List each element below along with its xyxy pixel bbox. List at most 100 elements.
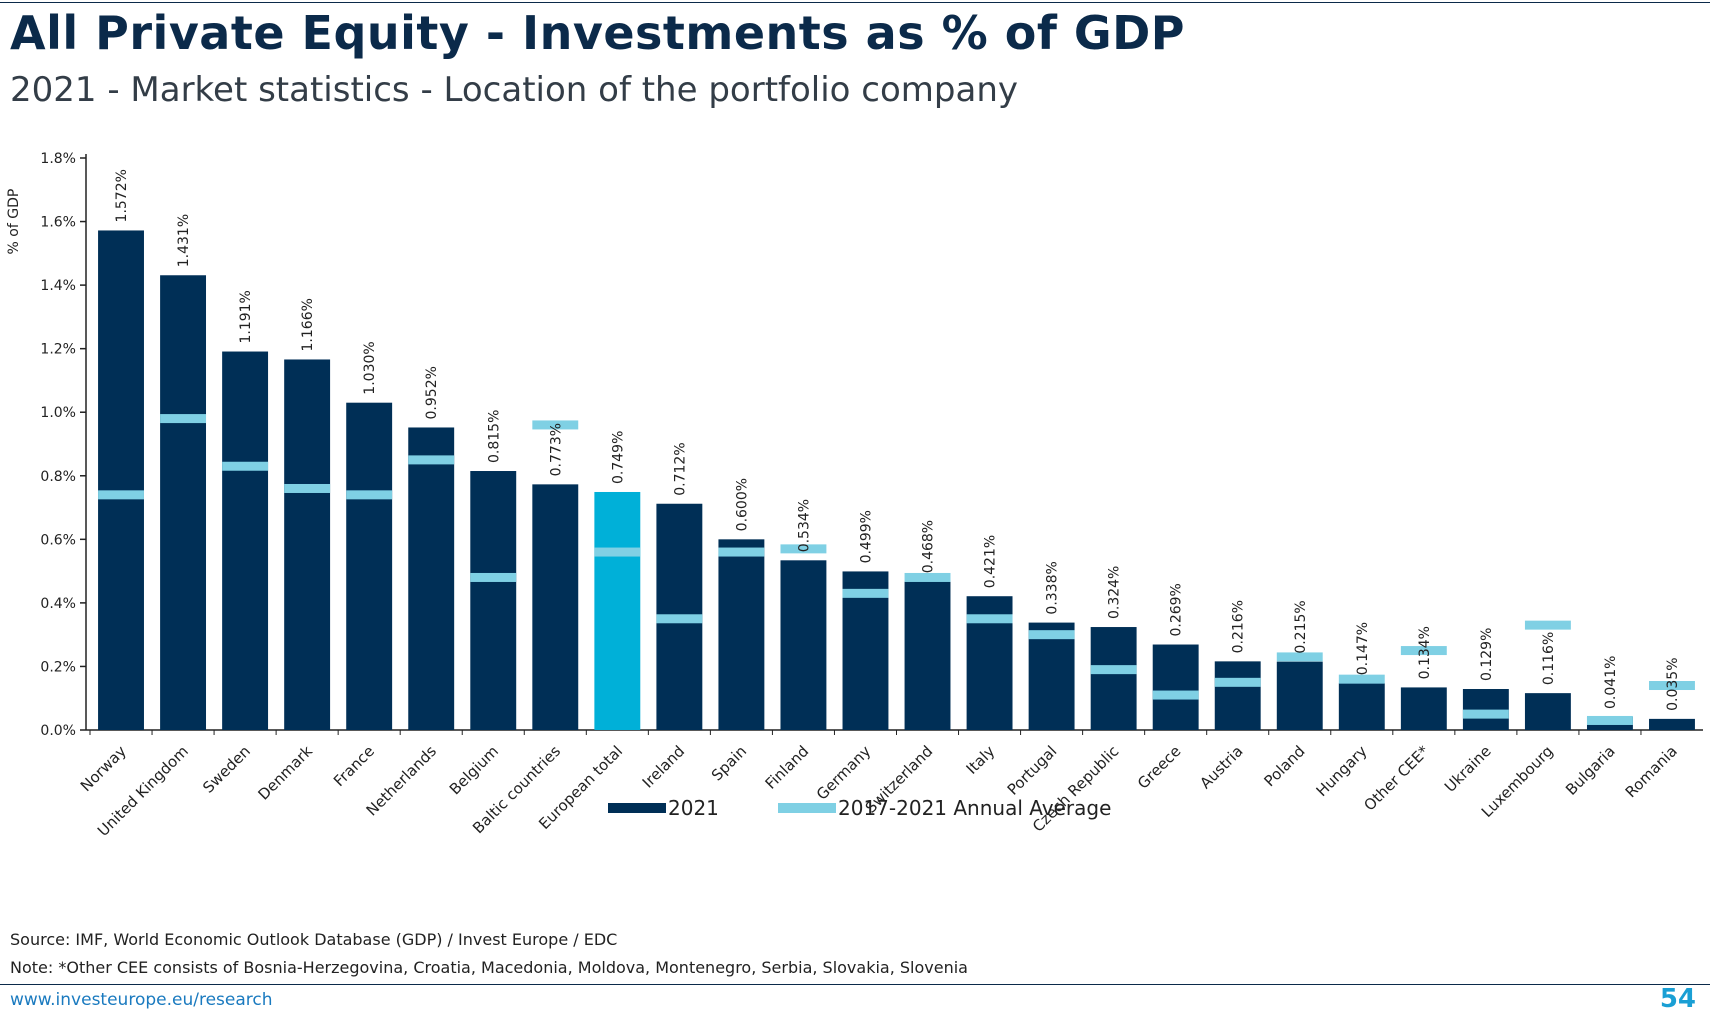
- bar-value-label: 0.216%: [1231, 600, 1247, 653]
- bar-2021: [1338, 683, 1385, 730]
- y-tick-label: 0.6%: [40, 532, 76, 548]
- avg-marker: [1400, 646, 1447, 656]
- avg-marker: [904, 572, 951, 582]
- x-category-label: Spain: [708, 742, 750, 784]
- bar-value-label: 0.269%: [1169, 583, 1185, 636]
- legend-swatch-average: [778, 803, 836, 813]
- bar-2021: [594, 491, 641, 730]
- avg-marker: [1586, 715, 1633, 725]
- bar-value-label: 0.116%: [1541, 632, 1557, 685]
- y-axis-label: % of GDP: [6, 189, 22, 255]
- legend-label-2021: 2021: [668, 796, 719, 820]
- bar-2021: [1152, 644, 1199, 730]
- avg-marker: [532, 420, 579, 430]
- bar-value-label: 0.468%: [921, 520, 937, 573]
- bar-value-label: 0.338%: [1045, 561, 1061, 614]
- y-tick-label: 0.2%: [40, 659, 76, 675]
- x-category-label: Poland: [1260, 742, 1308, 790]
- avg-marker: [1090, 665, 1137, 675]
- x-category-label: Ireland: [639, 742, 688, 791]
- page-number: 54: [1659, 984, 1696, 1014]
- bar-value-label: 1.572%: [114, 169, 130, 222]
- y-tick-label: 0.0%: [40, 723, 76, 739]
- avg-marker: [160, 414, 207, 424]
- avg-marker: [1028, 630, 1075, 640]
- y-tick-label: 0.8%: [40, 469, 76, 485]
- chart-bars: 1.572% 1.431% 1.191% 1.166% 1.030% 0.952% 0.81…: [98, 169, 1695, 730]
- avg-marker: [1524, 620, 1571, 630]
- bar-value-label: 0.749%: [610, 431, 626, 484]
- bar-value-label: 0.324%: [1107, 566, 1123, 619]
- x-category-label: Bulgaria: [1562, 742, 1619, 799]
- avg-marker: [346, 490, 393, 500]
- avg-marker: [1338, 674, 1385, 684]
- avg-marker: [1152, 690, 1199, 700]
- x-category-label: Austria: [1196, 742, 1246, 792]
- bar-2021: [346, 402, 393, 730]
- bar-2021: [160, 275, 207, 730]
- x-category-label: Italy: [963, 742, 999, 778]
- avg-marker: [1214, 677, 1261, 687]
- bar-value-label: 0.499%: [858, 510, 874, 563]
- x-category-label: Germany: [813, 742, 875, 804]
- bar-value-label: 0.773%: [548, 423, 564, 476]
- footnote: Note: *Other CEE consists of Bosnia-Herz…: [10, 958, 968, 977]
- bar-value-label: 0.147%: [1355, 622, 1371, 675]
- bar-2021: [1214, 661, 1261, 730]
- x-category-label: Other CEE*: [1360, 742, 1433, 815]
- bar-value-label: 0.035%: [1665, 657, 1681, 710]
- avg-marker: [966, 614, 1013, 624]
- x-category-label: Greece: [1134, 742, 1184, 792]
- bar-value-label: 0.041%: [1603, 656, 1619, 709]
- top-rule: [0, 2, 1710, 3]
- bar-value-label: 0.215%: [1293, 600, 1309, 653]
- y-tick-label: 1.6%: [40, 215, 76, 231]
- avg-marker: [594, 547, 641, 557]
- chart-legend: 2021 2017-2021 Annual Average: [608, 796, 1111, 820]
- x-category-label: Finland: [762, 742, 813, 793]
- source-note: Source: IMF, World Economic Outlook Data…: [10, 930, 618, 949]
- page-subtitle: 2021 - Market statistics - Location of t…: [10, 70, 1018, 110]
- website-link[interactable]: www.investeurope.eu/research: [10, 990, 273, 1010]
- bar-value-label: 1.431%: [176, 214, 192, 267]
- bar-2021: [1462, 689, 1509, 730]
- avg-marker: [408, 455, 455, 465]
- avg-marker: [284, 483, 331, 493]
- legend-swatch-2021: [608, 803, 666, 813]
- bar-2021: [532, 484, 579, 730]
- bar-2021: [780, 560, 827, 730]
- bar-value-label: 0.421%: [983, 535, 999, 588]
- bar-2021: [1090, 627, 1137, 730]
- bar-2021: [842, 571, 889, 730]
- bar-2021: [1400, 687, 1447, 730]
- bar-value-label: 0.600%: [734, 478, 750, 531]
- bar-2021: [470, 471, 517, 730]
- bar-2021: [1524, 693, 1571, 730]
- x-category-label: Belgium: [446, 742, 502, 798]
- bar-value-label: 1.030%: [362, 341, 378, 394]
- x-category-label: Hungary: [1313, 742, 1371, 800]
- avg-marker: [656, 614, 703, 624]
- bar-value-label: 0.815%: [486, 410, 502, 463]
- avg-marker: [780, 544, 827, 554]
- y-tick-label: 1.2%: [40, 342, 76, 358]
- x-category-label: France: [330, 742, 378, 790]
- y-tick-label: 1.0%: [40, 405, 76, 421]
- avg-marker: [842, 588, 889, 598]
- bar-value-label: 0.129%: [1479, 628, 1495, 681]
- bar-2021: [98, 230, 144, 730]
- page-title: All Private Equity - Investments as % of…: [10, 6, 1186, 60]
- avg-marker: [718, 547, 765, 557]
- bar-value-label: 0.712%: [672, 442, 688, 495]
- avg-marker: [1276, 652, 1323, 662]
- avg-marker: [222, 461, 269, 471]
- bar-2021: [904, 581, 951, 730]
- bar-2021: [408, 427, 455, 730]
- bar-value-label: 0.134%: [1417, 626, 1433, 679]
- x-category-label: Romania: [1622, 742, 1681, 801]
- avg-marker: [98, 490, 144, 500]
- x-category-label: Denmark: [254, 742, 316, 804]
- bar-2021: [284, 359, 331, 730]
- y-tick-label: 1.4%: [40, 278, 76, 294]
- bottom-rule: [0, 984, 1710, 985]
